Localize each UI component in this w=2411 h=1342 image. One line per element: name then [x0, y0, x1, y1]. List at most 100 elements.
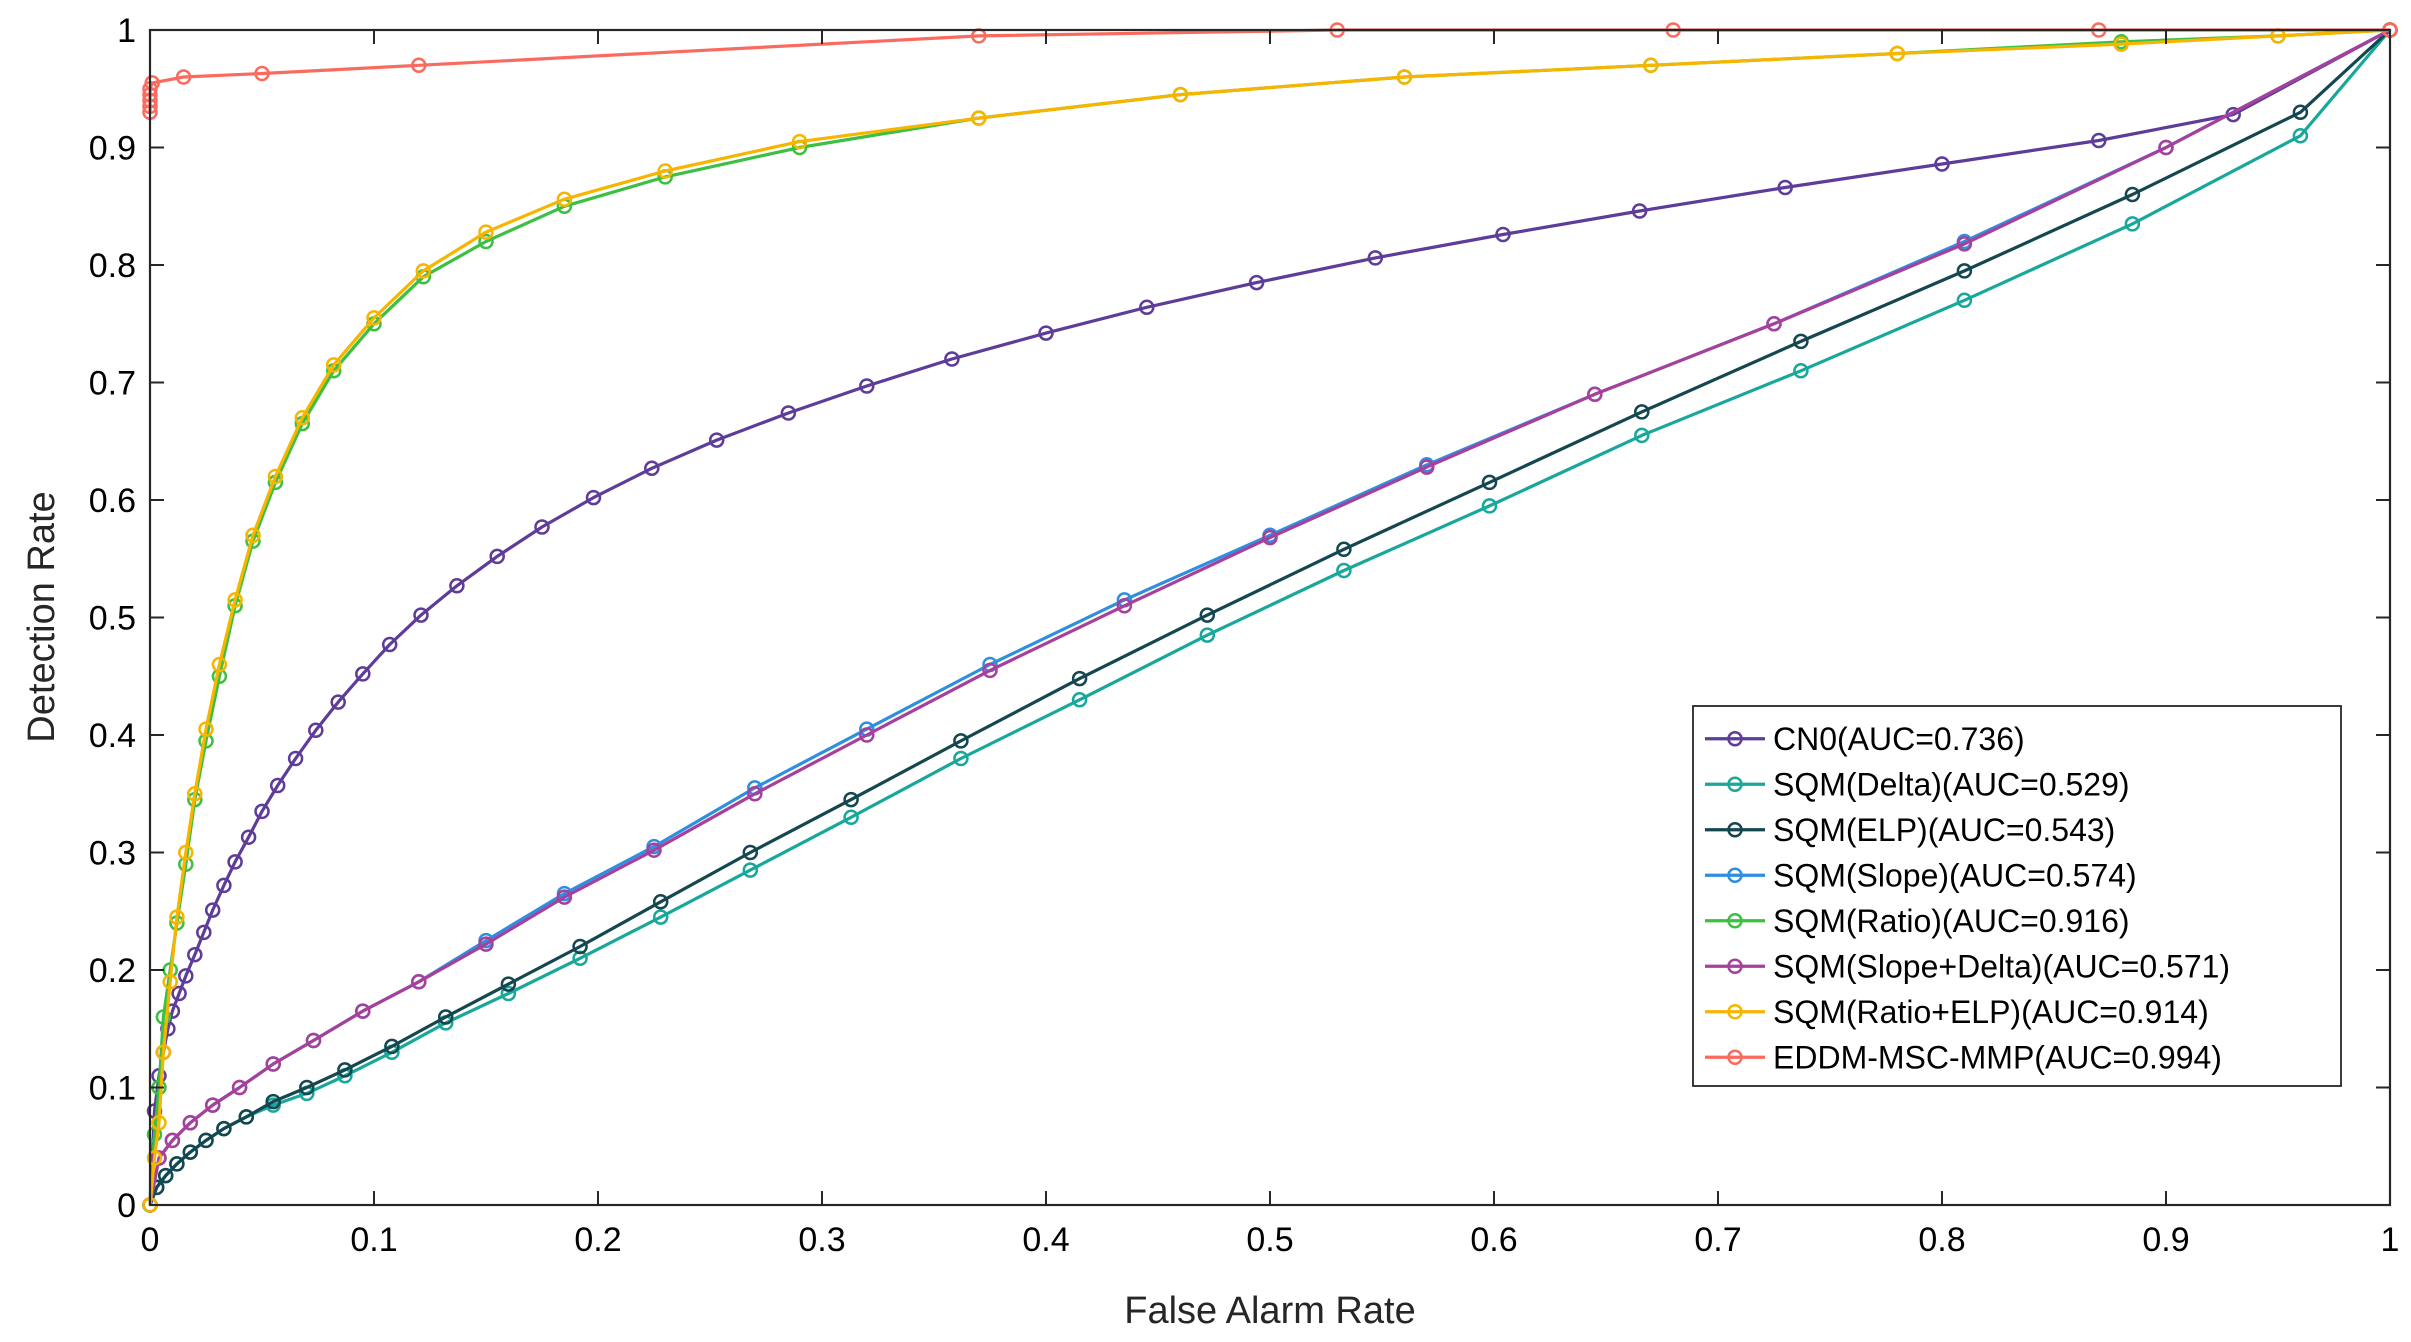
legend-entry: CN0(AUC=0.736) [1705, 721, 2025, 757]
data-point [780, 405, 797, 421]
data-point [144, 75, 160, 91]
y-axis-title: Detection Rate [21, 491, 63, 742]
data-point [265, 1093, 281, 1110]
data-point [843, 809, 859, 826]
data-point [1495, 226, 1511, 243]
data-point [1587, 386, 1603, 403]
data-point [1172, 86, 1189, 103]
data-point [1336, 562, 1352, 579]
data-point [411, 974, 427, 990]
data-point [381, 636, 398, 653]
data-point [178, 844, 194, 861]
data-point [1793, 333, 1809, 350]
data-point [1367, 250, 1384, 266]
y-tick-label: 0 [117, 1187, 136, 1225]
legend-label: CN0(AUC=0.736) [1773, 721, 2025, 757]
x-tick-label: 0.5 [1246, 1221, 1293, 1259]
y-tick-label: 0.4 [89, 717, 136, 755]
data-point [556, 191, 573, 207]
data-point [747, 786, 763, 802]
data-point [1634, 427, 1650, 444]
x-tick-label: 0.3 [798, 1221, 845, 1259]
data-point [337, 1062, 353, 1078]
data-point [944, 351, 960, 367]
data-point [585, 489, 602, 506]
data-point [1262, 529, 1278, 546]
data-point [151, 1115, 167, 1131]
tick-labels: 0 0.1 0.2 0.3 0.4 0.5 0.6 0.7 0.8 0.9 1 0 0.1 0.2 0.3 0… [89, 12, 2400, 1259]
data-point [1248, 274, 1265, 291]
legend-entry: SQM(ELP)(AUC=0.543) [1705, 812, 2115, 848]
data-point [1643, 57, 1659, 74]
legend-entry: SQM(Slope)(AUC=0.574) [1705, 857, 2137, 893]
data-point [1116, 598, 1133, 614]
data-point [489, 548, 505, 565]
data-point [227, 592, 243, 608]
legend-swatch-marker [1727, 776, 1743, 792]
data-point [157, 1167, 174, 1184]
data-point [859, 727, 875, 743]
data-point [1793, 363, 1809, 379]
data-point [198, 721, 214, 737]
data-point [227, 854, 243, 870]
legend: CN0(AUC=0.736) SQM(Delta)(AUC=0.529) SQM(E… [1692, 705, 2342, 1087]
data-point [742, 862, 759, 878]
data-point [171, 985, 187, 1002]
data-point [366, 310, 382, 326]
data-point [1139, 299, 1155, 316]
data-point [500, 985, 517, 1002]
data-point [500, 976, 517, 992]
legend-swatch-marker [1727, 867, 1743, 883]
data-point [657, 163, 673, 179]
data-point [2091, 132, 2107, 149]
series-line [148, 28, 2391, 1206]
data-point [325, 357, 342, 373]
x-tick-label: 0.6 [1470, 1221, 1517, 1259]
data-point [1889, 45, 1905, 62]
data-point [2124, 216, 2141, 232]
x-tick-label: 0.8 [1918, 1221, 1965, 1259]
data-point [1481, 474, 1498, 491]
data-point [175, 69, 192, 85]
data-point [478, 233, 494, 250]
data-point [254, 65, 270, 82]
data-point [449, 578, 465, 594]
data-point [1336, 541, 1352, 558]
legend-swatch-marker [1727, 913, 1743, 929]
legend-entry: EDDM-MSC-MMP(AUC=0.994) [1705, 1039, 2222, 1075]
data-point [1956, 236, 1973, 252]
data-point [982, 662, 998, 679]
data-point [1071, 692, 1088, 708]
legend-swatch-marker [1727, 822, 1743, 838]
data-point [240, 829, 257, 845]
data-point [953, 733, 969, 749]
legend-entry: SQM(Ratio+ELP)(AUC=0.914) [1705, 994, 2209, 1030]
data-point [299, 1079, 315, 1096]
data-point [478, 224, 494, 240]
data-point [231, 1079, 248, 1096]
data-point [413, 607, 429, 623]
legend-label: SQM(Slope+Delta)(AUC=0.571) [1773, 948, 2230, 984]
data-point [204, 902, 221, 918]
data-point [1481, 498, 1498, 514]
data-point [308, 722, 324, 739]
data-point [151, 1150, 167, 1166]
data-point [646, 842, 662, 858]
data-point [238, 1109, 255, 1125]
data-point [791, 133, 808, 150]
legend-label: SQM(ELP)(AUC=0.543) [1773, 812, 2115, 848]
data-point [355, 666, 371, 682]
data-point [146, 1150, 163, 1166]
legend-label: EDDM-MSC-MMP(AUC=0.994) [1773, 1039, 2222, 1075]
data-point [1419, 459, 1435, 475]
y-tick-label: 0.5 [89, 600, 136, 638]
data-point [155, 1009, 172, 1025]
data-point [2292, 104, 2309, 121]
data-point [1071, 670, 1088, 687]
data-point [1766, 316, 1782, 332]
legend-entry: SQM(Ratio)(AUC=0.916) [1705, 903, 2130, 939]
data-point [169, 909, 185, 925]
x-tick-label: 0.9 [2142, 1221, 2189, 1259]
x-tick-label: 0.2 [574, 1221, 621, 1259]
